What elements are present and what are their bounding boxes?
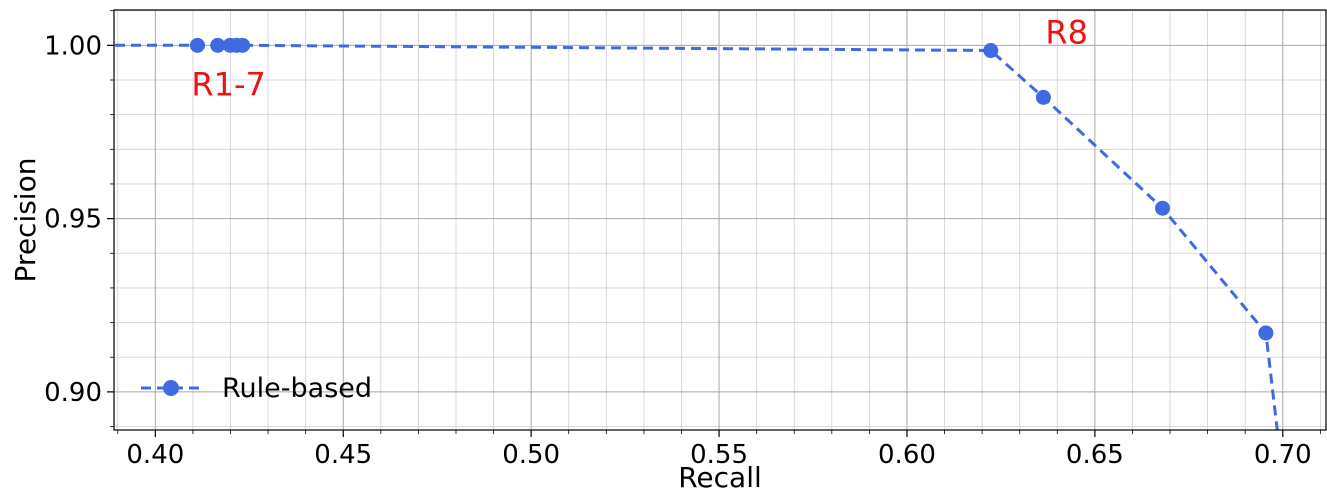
x-tick-label: 0.60 xyxy=(878,440,936,470)
annotation-label: R8 xyxy=(1045,14,1088,52)
y-tick-label: 0.95 xyxy=(44,205,102,235)
data-point xyxy=(210,37,226,53)
x-axis-title: Recall xyxy=(678,461,762,493)
y-tick-label: 1.00 xyxy=(44,31,102,61)
series-layer xyxy=(114,37,1279,430)
legend-marker-sample xyxy=(163,380,179,396)
annotations: R1-7 R8 xyxy=(191,14,1088,104)
legend: Rule-based xyxy=(141,373,372,404)
data-point xyxy=(189,37,205,53)
data-point xyxy=(983,43,999,59)
x-tick-label: 0.40 xyxy=(126,440,184,470)
x-tick-label: 0.45 xyxy=(314,440,372,470)
x-tick-label: 0.70 xyxy=(1254,440,1312,470)
annotation-label: R1-7 xyxy=(191,66,266,104)
plot-frame xyxy=(113,9,1327,431)
axis-ticks xyxy=(107,10,1321,437)
data-point xyxy=(235,37,251,53)
grid xyxy=(114,10,1326,430)
legend-label: Rule-based xyxy=(222,373,372,404)
data-point xyxy=(1258,325,1274,341)
data-point xyxy=(1035,89,1051,105)
data-point xyxy=(1155,200,1171,216)
x-tick-label: 0.55 xyxy=(690,440,748,470)
x-tick-label: 0.50 xyxy=(502,440,560,470)
y-tick-label: 0.90 xyxy=(44,378,102,408)
y-axis-title: Precision xyxy=(9,158,42,283)
tick-labels: 0.40 0.45 0.50 0.55 0.60 0.65 0.70 0.90 0.95 1.00 xyxy=(44,31,1312,470)
x-tick-label: 0.65 xyxy=(1066,440,1124,470)
